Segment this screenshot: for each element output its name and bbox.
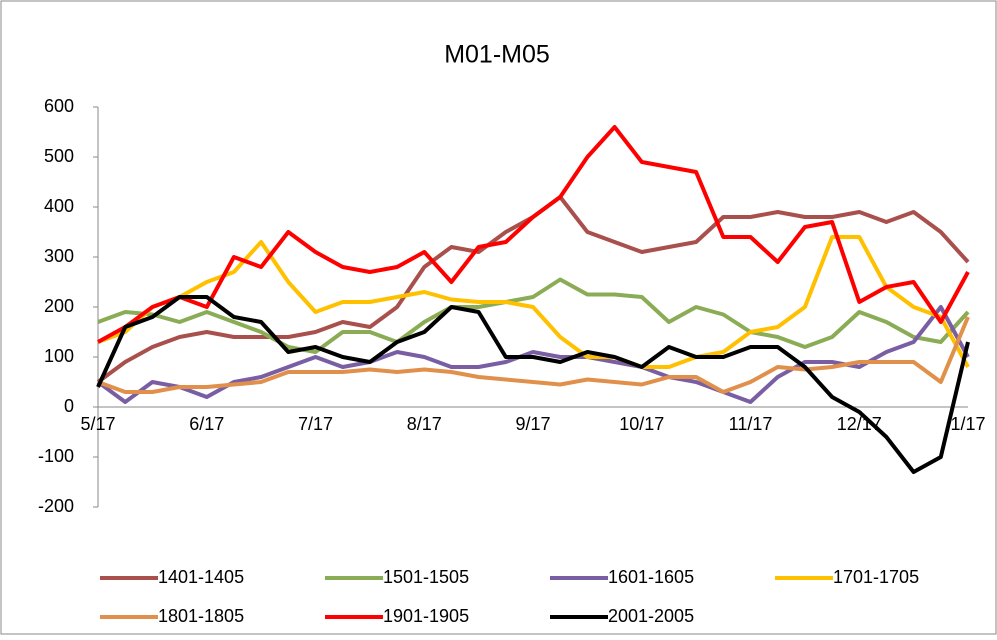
y-tick-label: 0: [64, 396, 74, 416]
y-tick-label: 400: [44, 196, 74, 216]
y-tick-label: 500: [44, 146, 74, 166]
x-tick-label: 12/17: [837, 414, 882, 434]
y-tick-label: -100: [38, 446, 74, 466]
y-tick-label: 200: [44, 296, 74, 316]
legend-label: 2001-2005: [608, 606, 694, 626]
x-tick-label: 9/17: [515, 414, 550, 434]
legend-label: 1901-1905: [383, 606, 469, 626]
x-tick-label: 5/17: [80, 414, 115, 434]
series-line: [97, 125, 970, 344]
legend-label: 1601-1605: [608, 567, 694, 587]
y-tick-label: 300: [44, 246, 74, 266]
x-tick-label: 7/17: [298, 414, 333, 434]
legend-label: 1801-1805: [158, 606, 244, 626]
y-tick-label: 600: [44, 96, 74, 116]
series-line: [96, 295, 970, 474]
series-line: [97, 277, 970, 354]
series-line: [97, 316, 970, 394]
legend-label: 1701-1705: [833, 567, 919, 587]
x-tick-label: 6/17: [189, 414, 224, 434]
legend-label: 1401-1405: [158, 567, 244, 587]
y-tick-label: -200: [38, 496, 74, 516]
x-tick-label: 11/17: [729, 414, 773, 434]
legend-label: 1501-1505: [383, 567, 469, 587]
series-line: [96, 305, 970, 404]
x-tick-label: 1/17: [950, 414, 985, 434]
x-tick-label: 8/17: [407, 414, 442, 434]
chart-title: M01-M05: [444, 41, 550, 69]
x-tick-label: 10/17: [619, 414, 664, 434]
y-tick-label: 100: [44, 346, 74, 366]
